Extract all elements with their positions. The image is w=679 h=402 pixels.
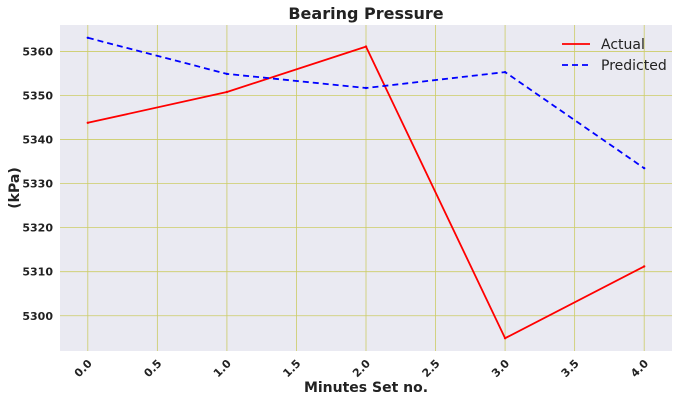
x-tick-label: 0.5 — [141, 357, 164, 380]
y-tick-label: 5330 — [22, 178, 53, 191]
y-axis-title: (kPa) — [7, 167, 23, 208]
x-tick-label: 3.0 — [489, 357, 512, 380]
data-point-actual — [642, 265, 646, 268]
series-lines — [86, 36, 646, 340]
data-point-predicted — [364, 86, 368, 90]
data-point-actual — [86, 121, 90, 125]
x-tick-label: 3.5 — [559, 357, 582, 380]
legend-label-actual: Actual — [601, 37, 645, 53]
x-tick-label: 0.0 — [72, 357, 95, 380]
x-tick-label: 2.5 — [420, 357, 443, 380]
grid — [60, 25, 672, 351]
data-point-predicted — [86, 36, 90, 39]
y-axis-ticks: 5300 5310 5320 5330 5340 5350 5360 — [22, 45, 53, 322]
x-axis-ticks: 0.0 0.5 1.0 1.5 2.0 2.5 3.0 3.5 4.0 — [72, 357, 652, 380]
y-tick-label: 5310 — [22, 266, 53, 279]
legend: Actual Predicted — [562, 37, 667, 74]
x-tick-label: 1.0 — [211, 357, 234, 380]
data-point-actual — [225, 90, 229, 94]
y-tick-label: 5350 — [22, 89, 53, 102]
data-point-predicted — [642, 166, 646, 170]
chart-title: Bearing Pressure — [288, 4, 443, 23]
legend-label-predicted: Predicted — [601, 58, 667, 74]
data-point-actual — [364, 45, 368, 48]
x-axis-title: Minutes Set no. — [304, 380, 428, 396]
x-tick-label: 4.0 — [628, 357, 651, 380]
data-point-predicted — [225, 72, 229, 76]
y-tick-label: 5340 — [22, 134, 53, 147]
data-point-actual — [503, 337, 507, 340]
x-tick-label: 2.0 — [350, 357, 373, 380]
data-point-predicted — [503, 70, 507, 74]
x-tick-label: 1.5 — [280, 357, 303, 380]
y-tick-label: 5300 — [22, 310, 53, 323]
y-tick-label: 5360 — [22, 45, 53, 58]
y-tick-label: 5320 — [22, 222, 53, 235]
